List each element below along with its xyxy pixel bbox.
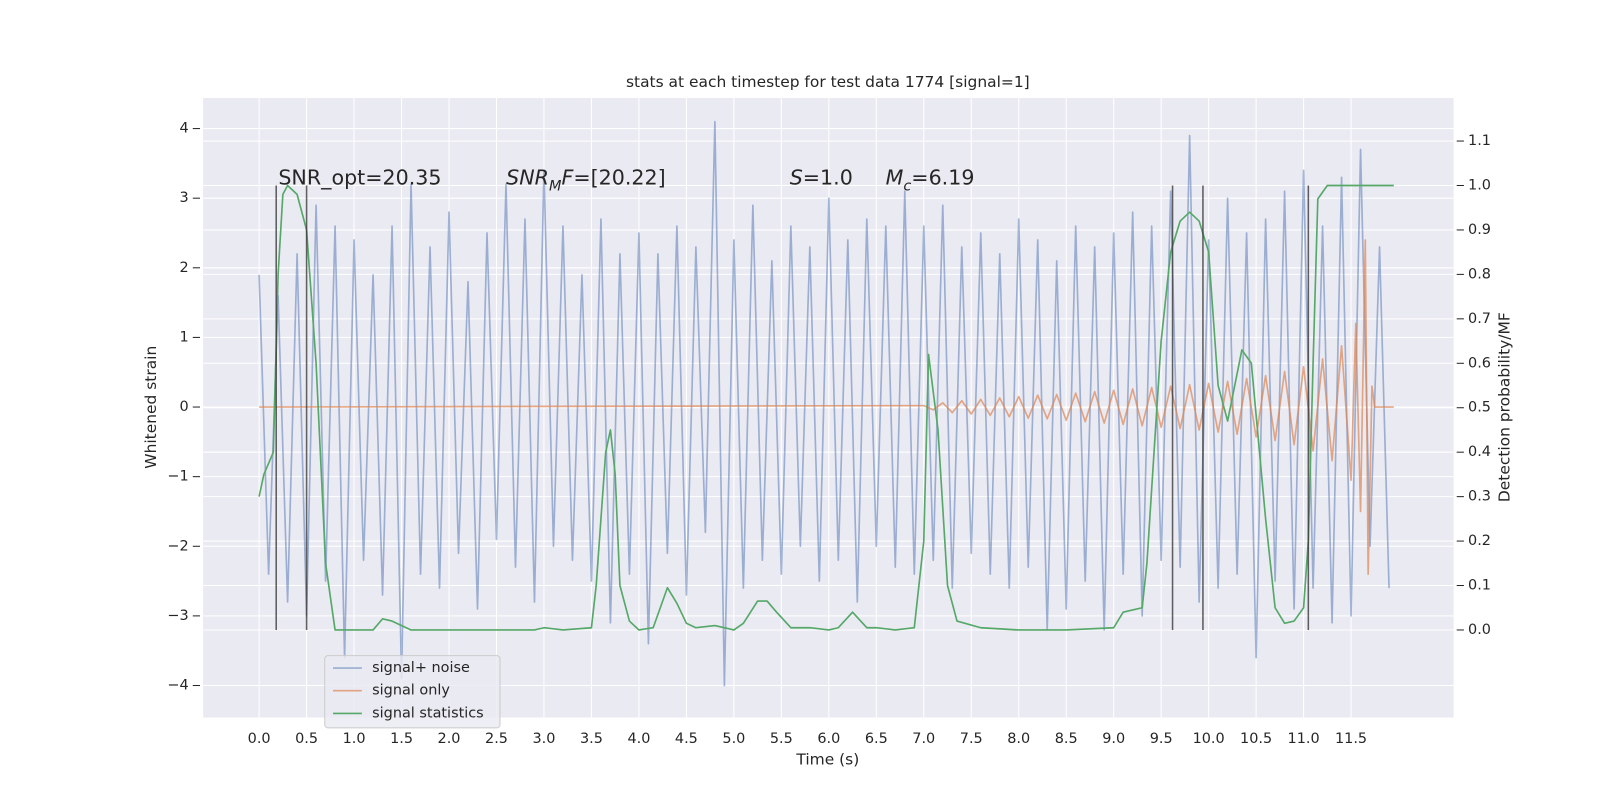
x-tick-label: 7.5	[960, 731, 983, 747]
x-tick-label: 9.0	[1102, 731, 1125, 747]
annotation: SNRMF=[20.22]	[506, 165, 666, 194]
y2-tick-label: 0.7	[1468, 311, 1491, 327]
series-line	[258, 184, 1394, 631]
x-tick-label: 10.0	[1193, 731, 1225, 747]
series-line	[258, 120, 1390, 687]
legend-label: signal only	[372, 683, 450, 699]
legend-label: signal statistics	[372, 705, 484, 721]
y2-tick-label: 0.3	[1468, 489, 1491, 505]
x-tick-label: 5.0	[722, 731, 745, 747]
annotation-part: S	[790, 165, 803, 189]
annotation: SNR_opt=20.35	[278, 165, 441, 190]
y2-tick-label: 0.2	[1468, 533, 1491, 549]
legend-box	[324, 655, 501, 729]
y2-tick-label: 1.0	[1468, 177, 1491, 193]
annotation-part: SNR	[506, 165, 549, 189]
x-axis-label: Time (s)	[795, 750, 859, 768]
x-tick-label: 1.0	[343, 731, 366, 747]
y-tick-label: −2	[167, 538, 188, 554]
x-tick-label: 5.5	[770, 731, 793, 747]
x-tick-label: 4.0	[627, 731, 650, 747]
annotation-part: c	[903, 178, 911, 194]
chart-title: stats at each timestep for test data 177…	[626, 73, 1030, 91]
annotation-part: F	[561, 165, 574, 189]
y-tick-label: −4	[167, 678, 188, 694]
x-tick-label: 2.0	[438, 731, 461, 747]
y2-tick-label: 0.9	[1468, 222, 1491, 238]
annotation: S=1.0	[790, 165, 853, 189]
y2-tick-label: 0.0	[1468, 622, 1491, 638]
annotation-part: M	[886, 165, 904, 189]
y-tick-label: −1	[167, 469, 188, 485]
y-tick-label: −3	[167, 608, 188, 624]
y2-tick-label: 0.8	[1468, 266, 1491, 282]
x-tick-label: 8.5	[1055, 731, 1078, 747]
annotation-part: M	[549, 178, 562, 194]
y2-tick-label: 0.4	[1468, 444, 1491, 460]
legend-label: signal+ noise	[372, 660, 470, 676]
x-tick-label: 1.5	[390, 731, 413, 747]
y-tick-label: 2	[179, 260, 188, 276]
y-tick-label: 0	[179, 399, 188, 415]
y2-tick-label: 0.6	[1468, 355, 1491, 371]
annotation-part: SNR_opt=20.35	[278, 165, 441, 190]
annotation: Mc=6.19	[886, 165, 975, 194]
annotation-part: =6.19	[911, 165, 974, 189]
y2-tick-label: 1.1	[1468, 133, 1491, 149]
x-tick-label: 6.5	[865, 731, 888, 747]
x-tick-label: 0.5	[295, 731, 318, 747]
x-tick-label: 6.0	[817, 731, 840, 747]
x-tick-label: 2.5	[485, 731, 508, 747]
x-tick-label: 4.5	[675, 731, 698, 747]
y-axis-label: Whitened strain	[142, 346, 160, 469]
x-tick-label: 0.0	[248, 731, 271, 747]
series-line	[259, 239, 1394, 575]
y2-tick-label: 0.1	[1468, 578, 1491, 594]
x-tick-label: 11.0	[1288, 731, 1320, 747]
x-tick-label: 7.0	[912, 731, 935, 747]
annotation-part: =1.0	[803, 165, 853, 189]
x-tick-label: 3.0	[533, 731, 556, 747]
x-tick-label: 9.5	[1150, 731, 1173, 747]
x-tick-label: 8.0	[1007, 731, 1030, 747]
x-tick-label: 11.5	[1335, 731, 1367, 747]
x-tick-label: 3.5	[580, 731, 603, 747]
y-tick-label: 3	[179, 190, 188, 206]
y2-tick-label: 0.5	[1468, 400, 1491, 416]
y-tick-label: 4	[179, 121, 188, 137]
y-tick-label: 1	[179, 329, 188, 345]
y2-axis-label: Detection probability/MF	[1496, 312, 1514, 502]
annotation-part: =[20.22]	[573, 165, 665, 189]
x-tick-label: 10.5	[1240, 731, 1272, 747]
